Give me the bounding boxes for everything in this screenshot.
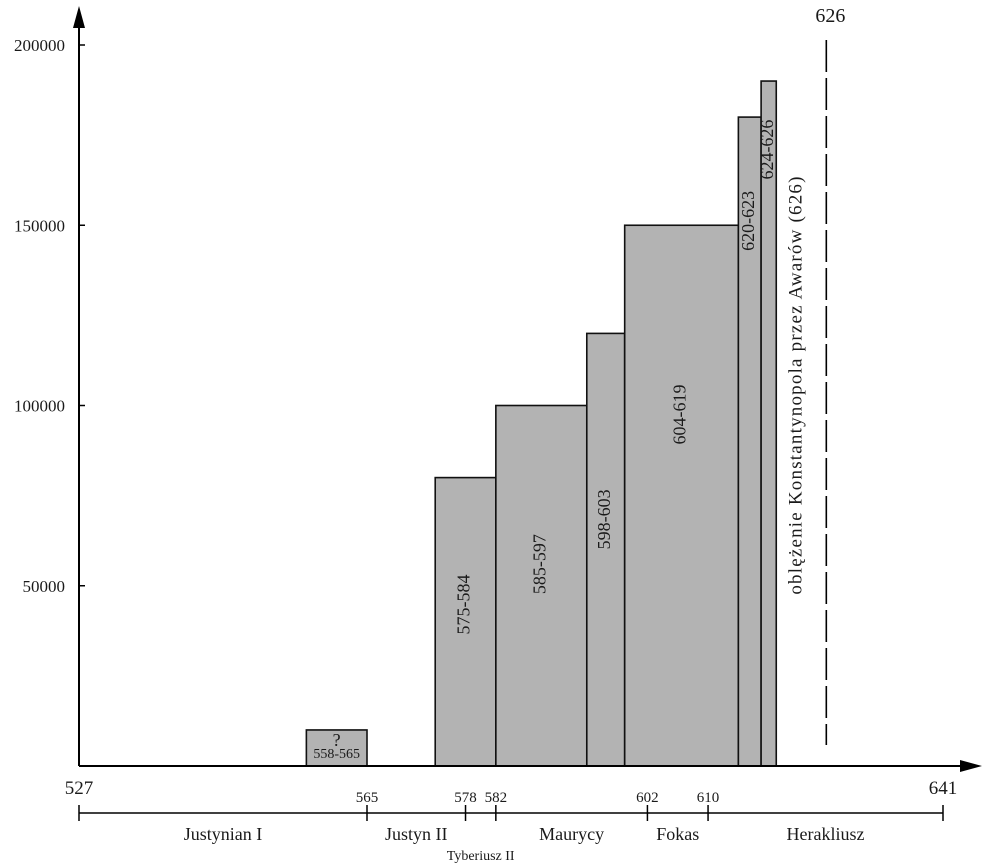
bar-558-565 (305, 729, 368, 767)
y-tick-label-150000: 150000 (14, 216, 65, 235)
bar-604-619 (623, 224, 740, 767)
bars-layer: ?558-565 575-584 585-597 598-603 604-619 620-… (305, 80, 778, 767)
y-tick-label-100000: 100000 (14, 397, 65, 416)
x-tick-label-602: 602 (636, 790, 659, 806)
x-axis-arrow (960, 760, 982, 772)
axes-layer: 50000 100000 150000 200000 527 565 578 582 602 61… (14, 6, 982, 821)
y-axis-arrow (73, 6, 85, 28)
y-tick-label-50000: 50000 (23, 577, 66, 596)
bar-label-598-603: 598-603 (594, 489, 614, 549)
reign-label-Fokas: Fokas (656, 824, 699, 844)
x-tick-label-578: 578 (454, 790, 477, 806)
x-tick-label-565: 565 (356, 790, 379, 806)
bar-label-585-597: 585-597 (529, 534, 549, 594)
bar-624-626 (760, 80, 778, 767)
siege-layer: 626 oblężenie Konstantynopola przez Awaró… (785, 5, 845, 745)
siege-year-label: 626 (815, 5, 845, 27)
reign-label-Justyn II: Justyn II (385, 824, 448, 844)
reign-layer: Justynian I Justyn II Tyberiusz II Maurycy F… (184, 824, 865, 864)
x-tick-label-641: 641 (929, 778, 958, 799)
x-tick-label-527: 527 (65, 778, 94, 799)
reign-label-Tyberiusz II: Tyberiusz II (447, 849, 515, 864)
x-tick-label-610: 610 (697, 790, 720, 806)
bar-label-558-565: 558-565 (313, 747, 360, 762)
bar-label-624-626: 624-626 (757, 120, 777, 180)
reign-label-Justynian I: Justynian I (184, 824, 263, 844)
reign-label-Maurycy: Maurycy (539, 824, 604, 844)
y-tick-label-200000: 200000 (14, 36, 65, 55)
bar-label-620-623: 620-623 (738, 191, 758, 251)
bar-label-604-619: 604-619 (670, 385, 690, 445)
bar-note-label: ? (333, 730, 341, 750)
reign-label-Herakliusz: Herakliusz (787, 824, 865, 844)
bar-575-584 (434, 476, 497, 767)
siege-label: oblężenie Konstantynopola przez Awarów (… (785, 175, 806, 594)
x-tick-label-582: 582 (485, 790, 508, 806)
bar-label-575-584: 575-584 (454, 574, 474, 634)
